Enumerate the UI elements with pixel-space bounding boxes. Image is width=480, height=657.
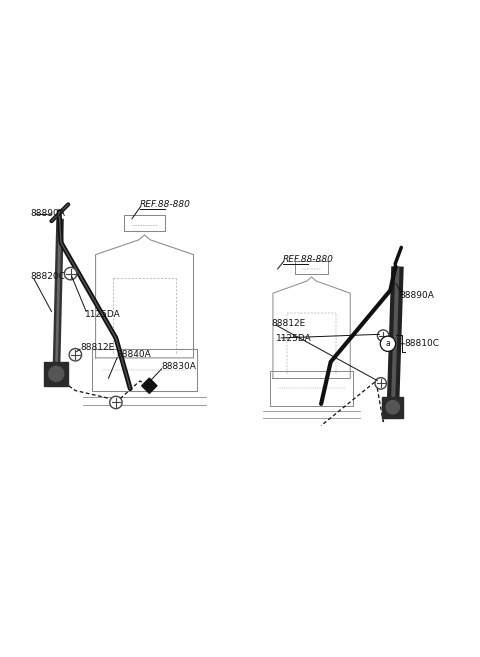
Text: REF.88-880: REF.88-880 [140, 200, 191, 209]
Text: 1125DA: 1125DA [85, 309, 120, 319]
Text: 1125DA: 1125DA [276, 334, 312, 342]
Circle shape [375, 378, 386, 389]
Text: 88890A: 88890A [30, 210, 65, 219]
Circle shape [49, 367, 64, 381]
Circle shape [110, 396, 122, 409]
Bar [45, 362, 68, 386]
Text: 88830A: 88830A [161, 362, 196, 371]
Text: a: a [385, 339, 390, 348]
Circle shape [377, 330, 389, 342]
Text: REF.88-880: REF.88-880 [283, 255, 334, 264]
Circle shape [380, 336, 396, 351]
Polygon shape [142, 378, 157, 394]
Circle shape [386, 401, 399, 414]
Text: 88810C: 88810C [405, 339, 440, 348]
Text: 88812E: 88812E [271, 319, 305, 328]
Text: 88820C: 88820C [30, 271, 65, 281]
Bar [382, 397, 403, 418]
Circle shape [69, 349, 82, 361]
Text: 88890A: 88890A [400, 290, 435, 300]
Text: 88812E: 88812E [80, 343, 114, 352]
Text: 88840A: 88840A [116, 350, 151, 359]
Circle shape [64, 267, 77, 280]
